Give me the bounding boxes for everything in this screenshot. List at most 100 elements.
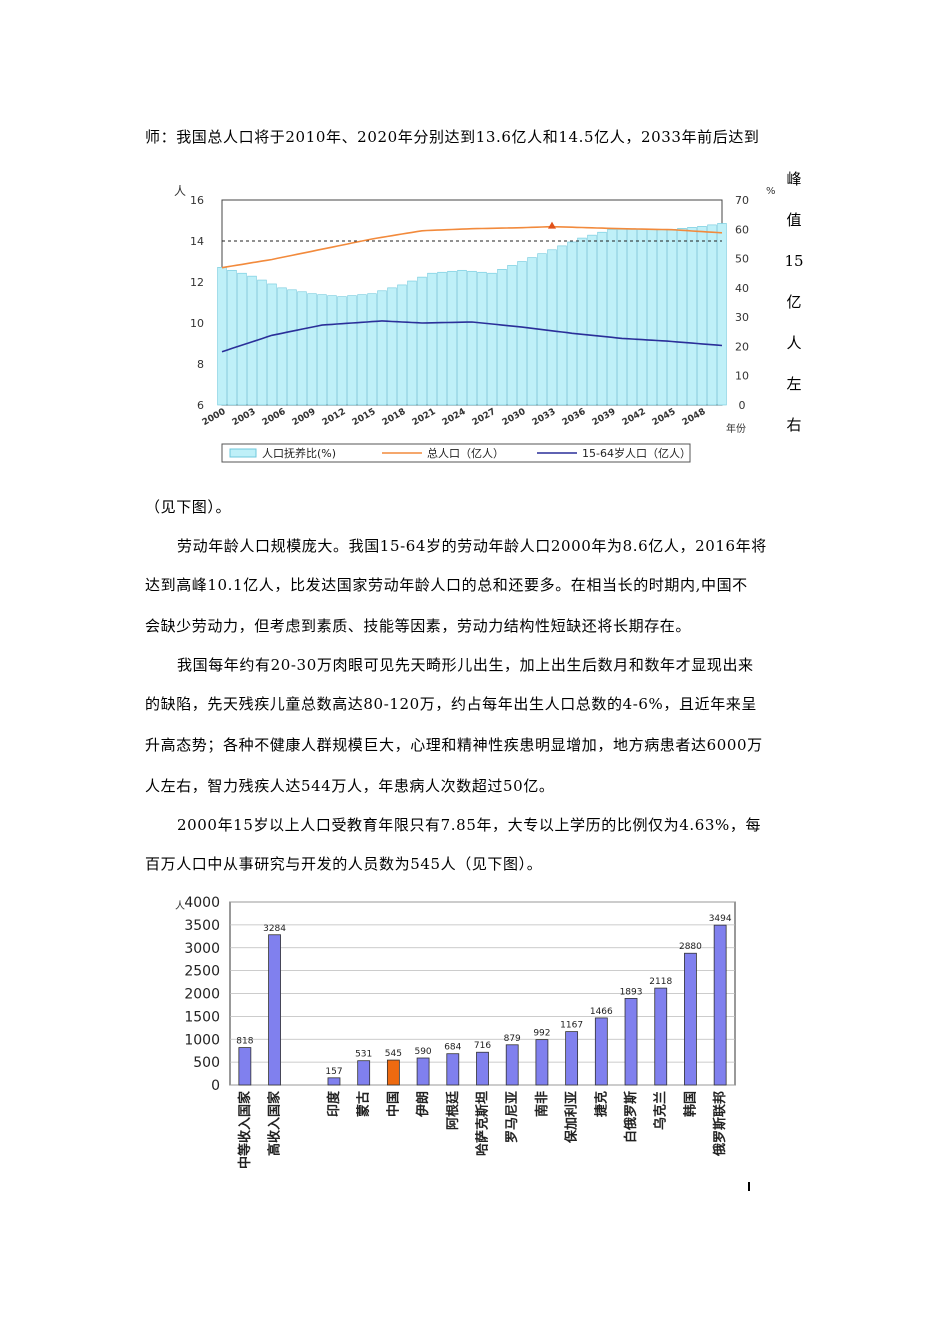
bar: [535, 1039, 549, 1086]
bar-value-label: 1893: [620, 987, 643, 997]
dependency-bar: [287, 289, 297, 406]
bar-value-label: 684: [444, 1043, 461, 1053]
dependency-bar: [597, 231, 607, 406]
left-tick-label: 6: [197, 399, 204, 412]
dependency-bar: [667, 228, 677, 406]
category-label: 高收入国家: [267, 1090, 283, 1156]
dependency-bar: [447, 270, 457, 406]
dependency-bar: [327, 295, 337, 406]
dependency-bar: [457, 269, 467, 406]
dependency-bar: [697, 226, 707, 406]
vertical-char: 右: [786, 416, 802, 434]
dependency-bar: [377, 290, 387, 406]
dependency-bar: [587, 234, 597, 406]
y-tick-label: 4000: [184, 895, 220, 911]
dependency-bar: [337, 296, 347, 406]
dependency-bar: [367, 293, 377, 406]
x-tick-label: 2033: [531, 407, 558, 428]
y-tick-label: 3000: [184, 941, 220, 957]
bar: [268, 934, 281, 1086]
dependency-bar: [477, 271, 487, 406]
dependency-bar: [387, 287, 397, 406]
dependency-bar: [557, 245, 567, 406]
dependency-bar: [547, 249, 557, 406]
bar-value-label: 1466: [590, 1007, 613, 1017]
category-label: 阿根廷: [445, 1090, 461, 1130]
researchers-chart: 4000 3500 3000 2500 2000 1500 1000 500 0 人 818 中等收入…: [175, 895, 736, 1169]
dependency-bar: [427, 272, 437, 406]
bar: [327, 1077, 341, 1086]
category-label: 保加利亚: [564, 1091, 580, 1144]
dependency-bar: [237, 272, 247, 406]
paragraph-3-line-1: 我国每年约有20-30万肉眼可见先天畸形儿出生，加上出生后数月和数年才显现出来: [177, 656, 754, 674]
dependency-bar: [637, 228, 647, 406]
y-tick-label: 1000: [184, 1032, 220, 1048]
x-tick-label: 2036: [561, 407, 588, 428]
peak-marker: [548, 221, 556, 229]
left-axis-label: 人: [174, 184, 186, 198]
legend-label-labor: 15-64岁人口（亿人）: [582, 446, 691, 460]
dependency-bar: [347, 295, 357, 406]
y-axis-label: 人: [175, 900, 185, 912]
dependency-bar: [497, 269, 507, 406]
vertical-char: 左: [786, 375, 802, 393]
right-tick-label: 20: [735, 340, 749, 353]
dependency-bar: [627, 228, 637, 406]
paragraph-2-line-2: 达到高峰10.1亿人，比发达国家劳动年龄人口的总和还要多。在相当长的时期内,中国…: [145, 576, 748, 594]
legend: [221, 443, 691, 463]
left-tick-label: 12: [190, 276, 204, 289]
bar-value-label: 545: [385, 1049, 402, 1059]
dependency-bar: [277, 287, 287, 406]
bar-value-label: 992: [533, 1029, 550, 1039]
paragraph-4-line-2: 百万人口中从事研究与开发的人员数为545人（见下图）。: [145, 855, 543, 873]
bar: [624, 997, 638, 1086]
bar: [238, 1047, 252, 1086]
x-tick-label: 2030: [501, 407, 528, 428]
x-tick-label: 2021: [411, 407, 438, 428]
bar: [386, 1059, 400, 1086]
x-tick-label: 2045: [651, 407, 678, 428]
bar: [684, 952, 697, 1086]
category-label: 捷克: [593, 1091, 609, 1117]
dependency-bar: [227, 269, 237, 406]
bar-value-label: 879: [504, 1034, 521, 1044]
bar-value-label: 590: [414, 1047, 431, 1057]
dependency-bar: [467, 270, 477, 406]
legend-label-total: 总人口（亿人）: [427, 446, 504, 460]
bar-value-label: 531: [355, 1050, 372, 1060]
x-tick-label: 2006: [261, 407, 288, 428]
paragraph-1-line-1: 师：我国总人口将于2010年、2020年分别达到13.6亿人和14.5亿人，20…: [145, 128, 760, 146]
dependency-bar: [257, 279, 267, 406]
y-tick-label: 2500: [184, 964, 220, 980]
x-tick-label: 2000: [201, 407, 228, 428]
dependency-bar: [397, 284, 407, 406]
category-label: 印度: [326, 1090, 342, 1117]
bar-value-label: 157: [325, 1067, 342, 1077]
left-tick-label: 10: [190, 317, 204, 330]
y-tick-label: 1500: [184, 1009, 220, 1025]
dependency-bar: [567, 241, 577, 406]
bar-value-label: 2118: [649, 977, 672, 987]
dependency-bar: [657, 228, 667, 406]
y-tick-label: 0: [211, 1078, 220, 1094]
vertical-char: 峰: [786, 170, 802, 188]
category-label: 哈萨克斯坦: [475, 1091, 491, 1156]
dependency-bar: [407, 280, 417, 406]
bar-value-label: 2880: [679, 942, 702, 952]
total-population-line: [221, 225, 723, 269]
paragraph-2-line-3: 会缺少劳动力，但考虑到素质、技能等因素，劳动力结构性短缺还将长期存在。: [145, 617, 692, 635]
bar: [713, 924, 727, 1086]
vertical-char: 15: [784, 252, 804, 270]
dependency-bar: [417, 276, 427, 406]
bar: [476, 1051, 489, 1086]
left-tick-label: 14: [190, 235, 204, 248]
legend-swatch-dependency: [229, 448, 257, 458]
vertical-char: 人: [786, 334, 802, 352]
dependency-bar: [317, 294, 327, 406]
page-mark: [748, 1182, 750, 1191]
x-tick-label: 2039: [591, 407, 618, 428]
x-tick-label: 2015: [351, 407, 378, 428]
category-label: 中国: [385, 1091, 401, 1117]
category-label: 伊朗: [415, 1091, 431, 1118]
